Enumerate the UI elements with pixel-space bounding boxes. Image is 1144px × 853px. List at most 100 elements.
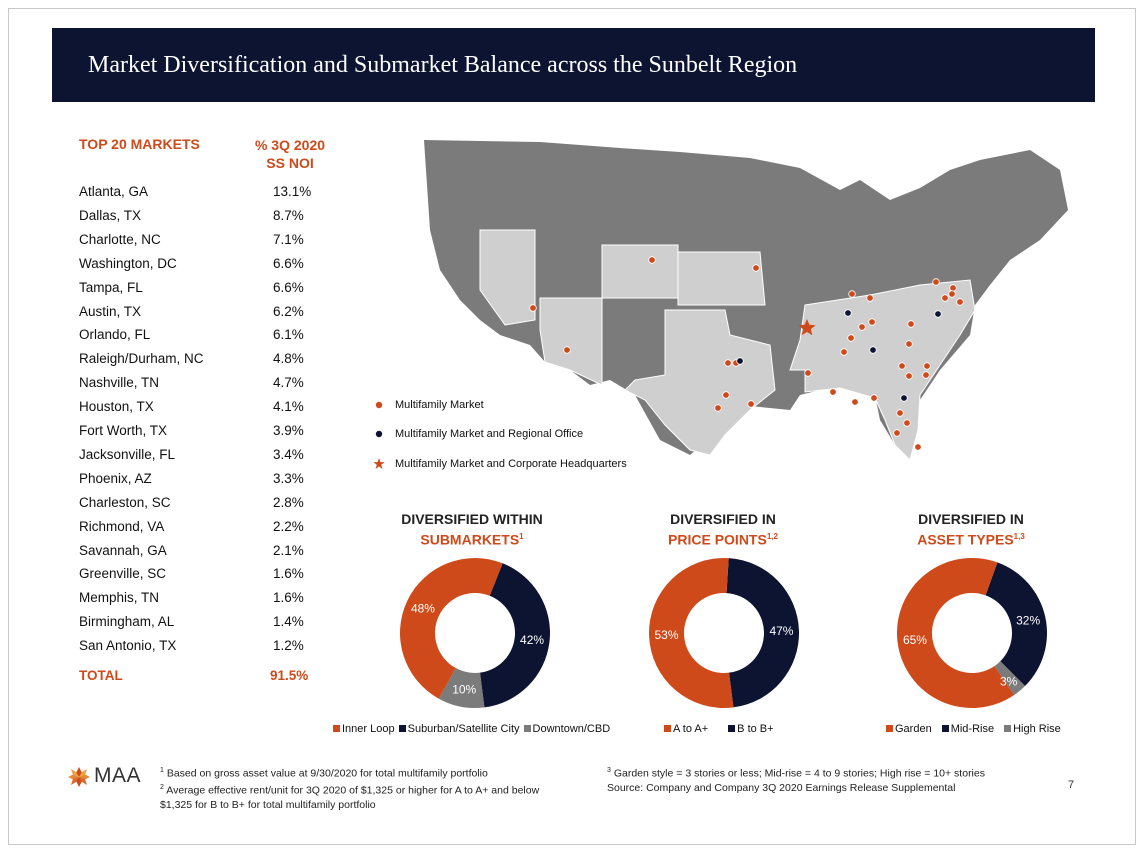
market-pct: 2.1% [273, 542, 304, 558]
donut1-title: DIVERSIFIED WITHIN SUBMARKETS1 [372, 510, 572, 549]
donut1-title-sup: 1 [519, 532, 524, 541]
footnote-3: Garden style = 3 stories or less; Mid-ri… [613, 767, 985, 780]
donut3-title-line2: ASSET TYPES [917, 531, 1014, 548]
legend-entry: Downtown/CBD [523, 723, 611, 735]
state-kansas-nebraska-shape [677, 251, 766, 306]
market-pct: 3.9% [273, 423, 304, 438]
legend-swatch [523, 725, 531, 732]
market-pct: 2.2% [273, 518, 304, 534]
market-marker [870, 394, 878, 402]
market-pct: 6.1% [273, 327, 304, 343]
donut-slice [649, 558, 734, 708]
market-pct: 3.4% [273, 446, 304, 462]
market-marker [905, 340, 913, 348]
market-marker [848, 290, 856, 298]
market-marker [922, 371, 930, 379]
legend-label: High Rise [1013, 723, 1061, 735]
market-marker [847, 334, 855, 342]
regional-office-marker [736, 357, 744, 365]
market-marker [648, 256, 656, 264]
donut3-title-line1: DIVERSIFIED IN [918, 511, 1024, 527]
legend-label: Garden [895, 723, 932, 735]
footnote-1: Based on gross asset value at 9/30/2020 … [166, 767, 488, 780]
market-name: Fort Worth, TX [79, 423, 168, 438]
donut-data-label: 47% [769, 624, 793, 638]
market-marker [907, 320, 915, 328]
donut-slice [399, 558, 503, 699]
donut-data-label: 10% [452, 682, 476, 696]
market-marker [752, 264, 760, 272]
market-name: Atlanta, GA [79, 184, 149, 199]
regional-office-marker [900, 394, 908, 402]
footnote-2-line1: Average effective rent/unit for 3Q 2020 … [166, 784, 540, 797]
market-marker [956, 298, 964, 306]
donut2-legend: A to A+ B to B+ [664, 723, 778, 735]
market-pct: 6.6% [273, 255, 304, 271]
market-name: Charlotte, NC [79, 231, 161, 247]
navy-dot-icon [375, 430, 383, 438]
map-markers [529, 256, 964, 451]
pct-header-line2: SS NOI [266, 155, 314, 171]
donut-slice [994, 661, 1026, 696]
market-name: Tampa, FL [79, 279, 143, 295]
donut2-title-line1: DIVERSIFIED IN [670, 511, 776, 527]
fn2-sup: 2 [160, 784, 164, 791]
market-marker [858, 323, 866, 331]
donut-chart-price-points: 53% 47% [649, 558, 799, 708]
source-note: Source: Company and Company 3Q 2020 Earn… [607, 782, 956, 794]
legend-entry: High Rise [1004, 723, 1061, 735]
state-southeast-shape [789, 279, 976, 461]
table-row: Raleigh/Durham, NC 4.8% [0, 351, 340, 375]
markets-header: TOP 20 MARKETS [79, 136, 200, 152]
regional-office-marker [869, 346, 877, 354]
donut1-title-line1: DIVERSIFIED WITHIN [401, 511, 543, 527]
title-bar: Market Diversification and Submarket Bal… [52, 28, 1095, 102]
legend-swatch [941, 725, 949, 732]
market-name: Birmingham, AL [79, 614, 175, 630]
slide-frame [8, 8, 1136, 845]
table-row: Memphis, TN 1.6% [0, 590, 340, 614]
market-marker [948, 290, 956, 298]
market-pct: 1.2% [273, 638, 304, 654]
market-name: Washington, DC [79, 255, 177, 271]
table-row: Austin, TX 6.2% [0, 304, 340, 328]
market-marker [804, 369, 812, 377]
table-row: Fort Worth, TX 3.9% [0, 423, 340, 447]
legend-entry: B to B+ [728, 723, 774, 735]
legend-label: A to A+ [673, 723, 709, 735]
market-pct: 3.3% [273, 470, 304, 486]
market-marker [905, 372, 913, 380]
donut3-title-sup: 1,3 [1013, 532, 1025, 541]
legend-swatch [398, 725, 406, 732]
orange-dot-icon [375, 401, 383, 409]
table-row: Houston, TX 4.1% [0, 399, 340, 423]
donut-data-label: 42% [520, 633, 544, 647]
pct-header-line1: % 3Q 2020 [254, 137, 326, 153]
legend-entry: Mid-Rise [941, 723, 995, 735]
market-marker [724, 359, 732, 367]
market-marker [914, 443, 922, 451]
donut-data-label: 48% [411, 602, 435, 616]
legend-label: Mid-Rise [950, 723, 995, 735]
regional-office-marker [844, 309, 852, 317]
table-row: Richmond, VA 2.2% [0, 519, 340, 543]
legend-entry: Inner Loop [333, 723, 395, 735]
market-name: Raleigh/Durham, NC [79, 351, 204, 367]
legend-regional-label: Multifamily Market and Regional Office [395, 428, 584, 440]
market-pct: 6.2% [273, 303, 304, 319]
legend-label: Suburban/Satellite City [407, 723, 520, 735]
donut1-legend: Inner Loop Suburban/Satellite City Downtow… [333, 723, 614, 735]
market-marker [829, 388, 837, 396]
legend-label: Downtown/CBD [532, 723, 611, 735]
table-row: Greenville, SC 1.6% [0, 566, 340, 590]
donut-chart-submarkets: 48% 42% 10% [399, 558, 550, 708]
market-pct: 2.8% [273, 494, 304, 510]
table-row: Phoenix, AZ 3.3% [0, 471, 340, 495]
legend-swatch [728, 725, 736, 732]
market-name: Austin, TX [79, 303, 142, 319]
legend-swatch [1004, 725, 1012, 732]
market-marker [898, 362, 906, 370]
market-marker [923, 362, 931, 370]
footnote-2-line2: $1,325 for B to B+ for total multifamily… [160, 799, 376, 811]
total-value: 91.5% [270, 668, 309, 683]
